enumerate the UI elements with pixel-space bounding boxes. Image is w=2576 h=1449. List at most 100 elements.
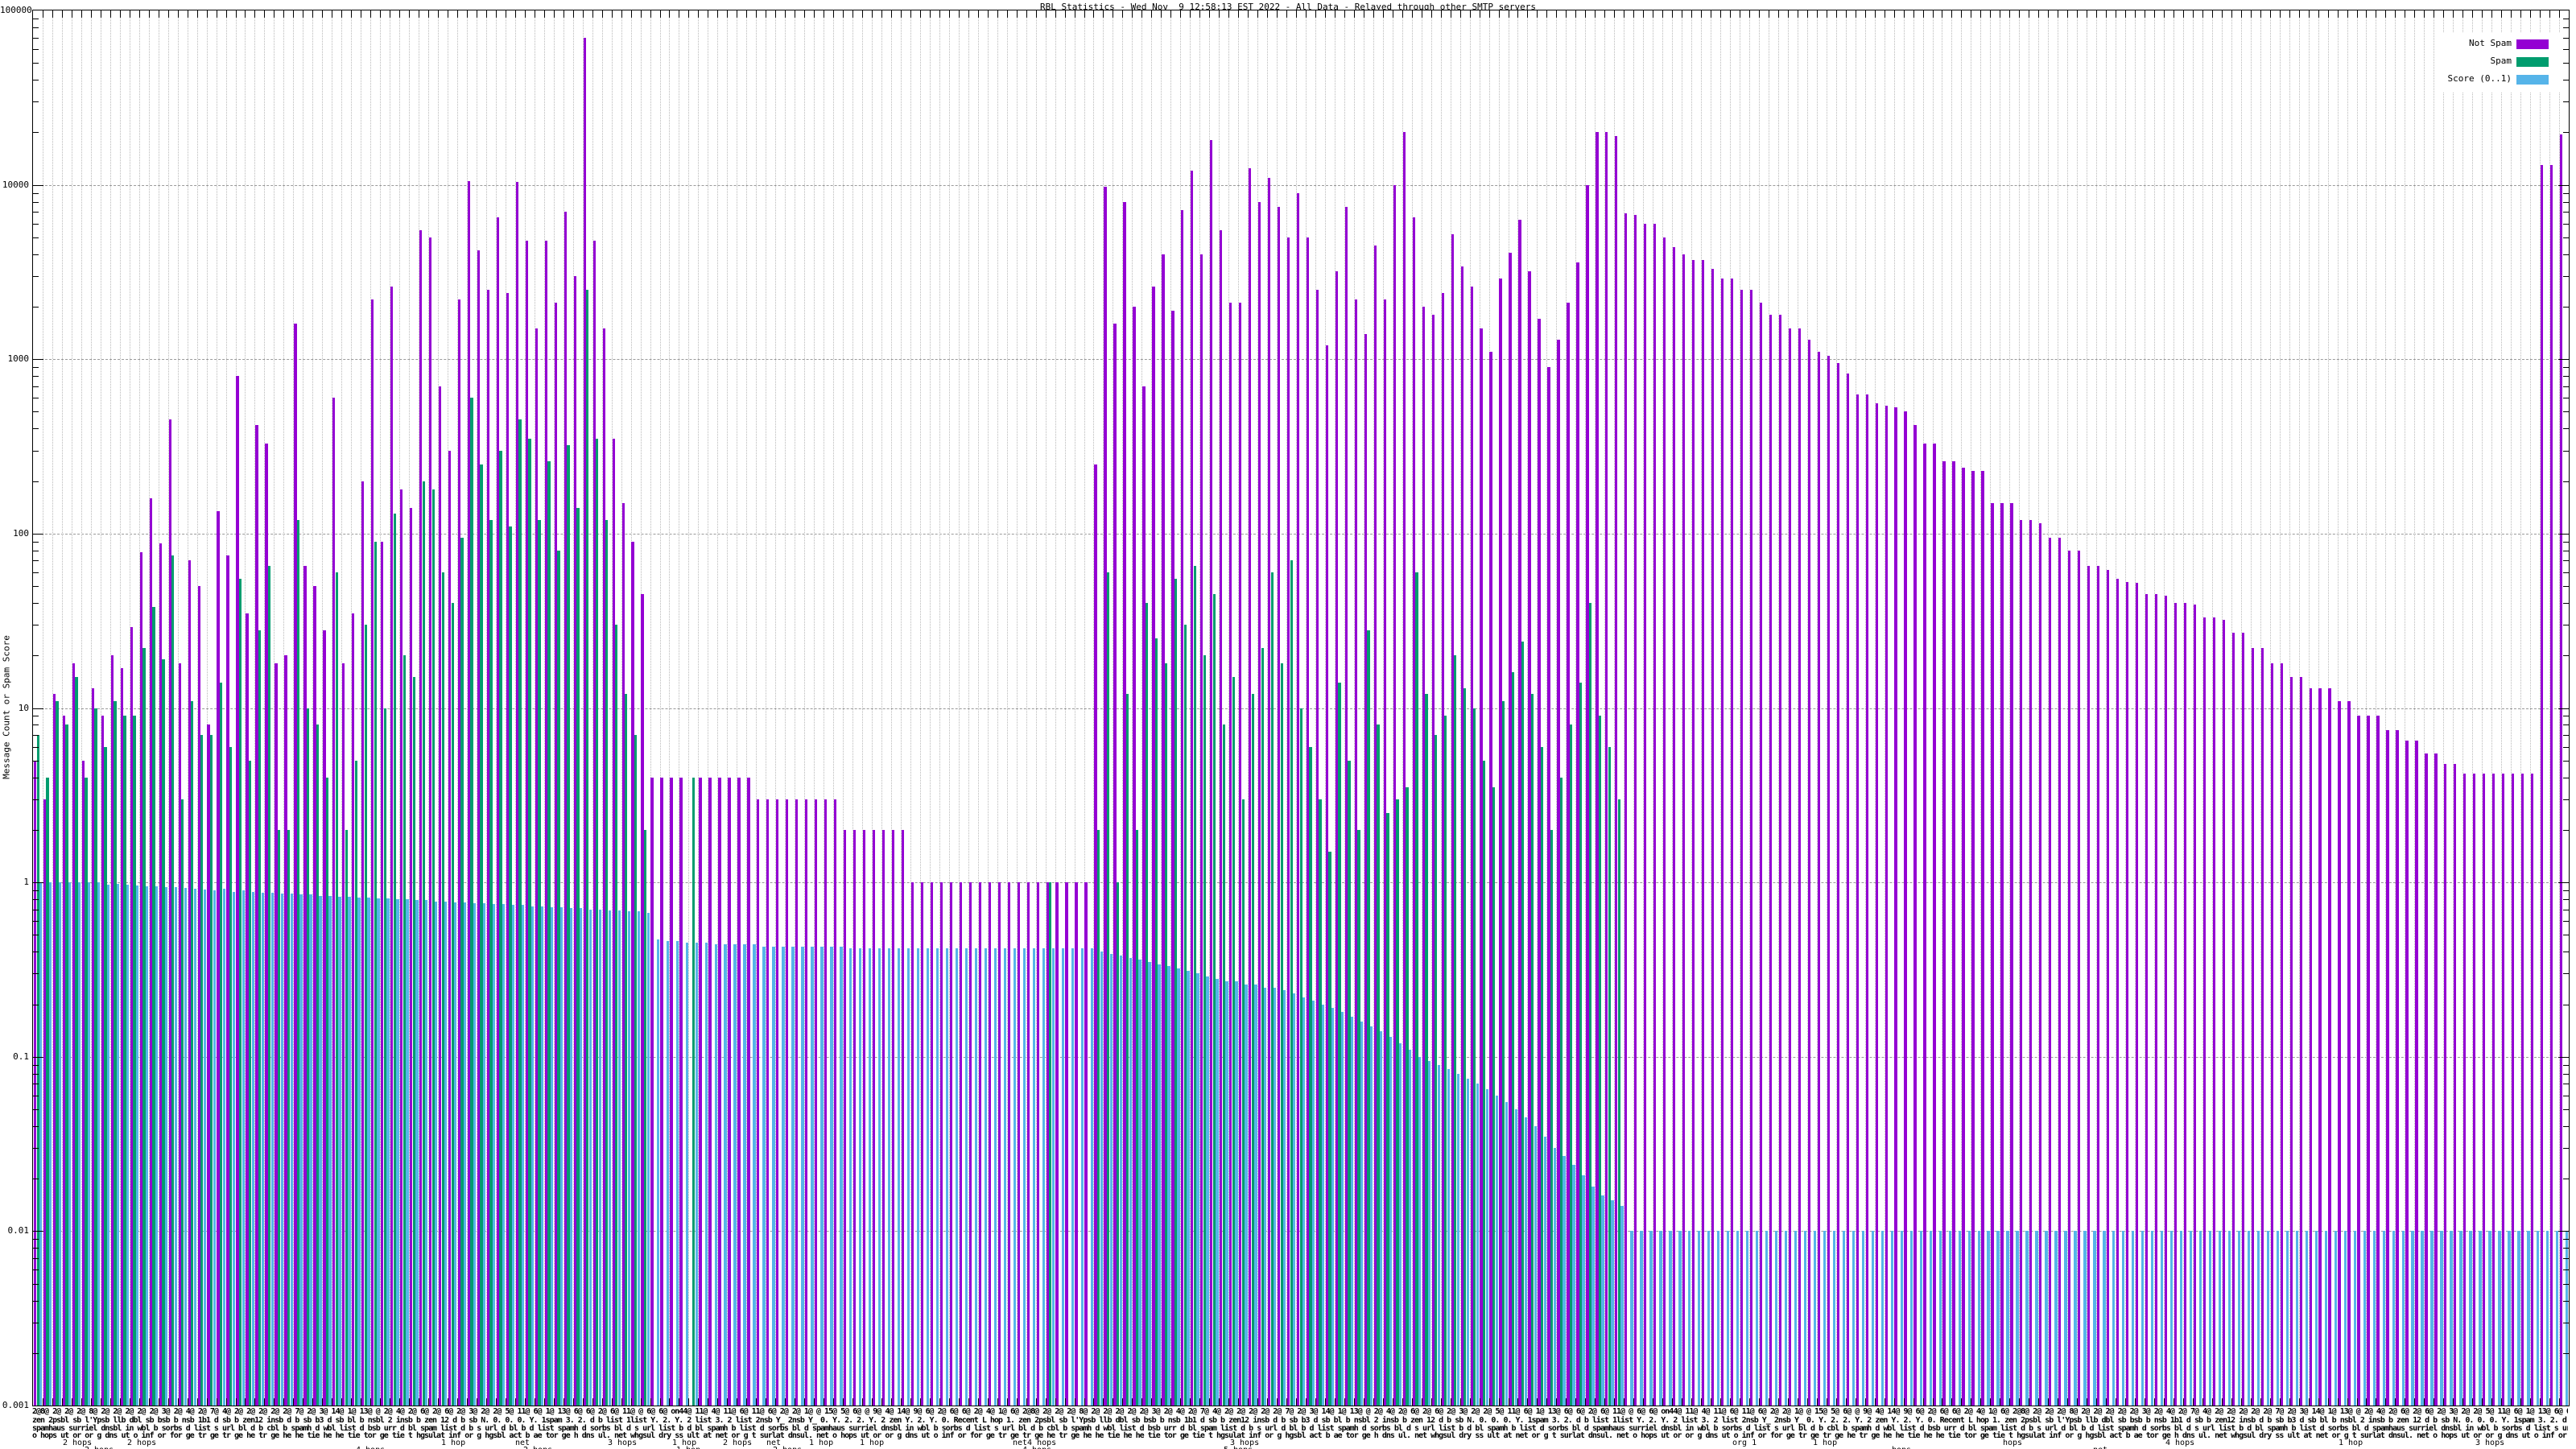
x-tick [977, 10, 979, 18]
bar-not-spam [1846, 373, 1849, 1406]
bar-spam [625, 694, 628, 1406]
bar-score [820, 946, 824, 1406]
bar-score [1698, 1231, 1701, 1406]
x-tick [524, 1398, 526, 1406]
x-tick [1228, 10, 1230, 18]
bar-score [1707, 1231, 1711, 1406]
bar-score [2353, 1231, 2356, 1406]
bar-score [1987, 1231, 1990, 1406]
bar-score [1071, 947, 1074, 1406]
x-tick [148, 10, 150, 18]
bar-score [2045, 1231, 2048, 1406]
v-gridline [2424, 10, 2425, 1406]
v-gridline [322, 10, 324, 1406]
x-tick [2511, 10, 2512, 18]
bar-score [2016, 1231, 2019, 1406]
bar-not-spam [371, 299, 374, 1406]
bar-score [753, 944, 756, 1406]
bar-not-spam [1538, 319, 1541, 1406]
v-gridline [90, 10, 92, 1406]
bar-score [695, 943, 698, 1406]
bar-spam [133, 716, 136, 1406]
v-gridline [814, 10, 815, 1406]
bar-score [106, 884, 110, 1406]
bar-score [357, 897, 361, 1406]
v-gridline [1064, 10, 1066, 1406]
bar-not-spam [352, 613, 355, 1406]
x-tick [939, 10, 940, 18]
x-tick [939, 1398, 940, 1406]
x-tick [1132, 10, 1133, 18]
bar-not-spam [1036, 882, 1039, 1406]
bar-not-spam [197, 586, 200, 1406]
bar-score [444, 901, 448, 1406]
bar-not-spam [2164, 596, 2168, 1406]
x-tick [1614, 1398, 1616, 1406]
bar-not-spam [2078, 550, 2081, 1406]
bar-score [116, 884, 120, 1406]
bar-spam [220, 682, 223, 1406]
bar-not-spam [1913, 424, 1917, 1406]
bar-spam [634, 735, 638, 1406]
x-tick [2308, 10, 2310, 18]
x-tick [2540, 1398, 2541, 1406]
bar-score [2527, 1231, 2530, 1406]
v-gridline [1132, 10, 1133, 1406]
v-gridline [2337, 10, 2339, 1406]
bar-not-spam [2530, 774, 2534, 1406]
bar-spam [335, 572, 339, 1406]
x-tick [2163, 1398, 2165, 1406]
bar-spam [1492, 787, 1496, 1406]
bar-not-spam [294, 324, 297, 1406]
bar-not-spam [891, 829, 895, 1406]
v-gridline [312, 10, 314, 1406]
bar-score [2556, 1231, 2559, 1406]
v-gridline [1402, 10, 1403, 1406]
bar-not-spam [757, 799, 760, 1406]
bar-not-spam [2000, 502, 2004, 1406]
bar-spam [644, 829, 647, 1406]
v-gridline [370, 10, 372, 1406]
x-hop-label: 2 hops [773, 1446, 802, 1449]
x-tick [919, 1398, 921, 1406]
v-gridline [756, 10, 758, 1406]
x-tick [2462, 1398, 2464, 1406]
v-gridline [225, 10, 227, 1406]
x-tick [2096, 1398, 2098, 1406]
v-gridline [52, 10, 53, 1406]
x-tick [2096, 10, 2098, 18]
bar-score [1890, 1231, 1894, 1406]
bar-spam [441, 572, 444, 1406]
bar-score [1505, 1101, 1508, 1406]
v-gridline [1344, 10, 1345, 1406]
x-tick [1296, 1398, 1297, 1406]
x-tick [1758, 1398, 1760, 1406]
bar-score [675, 941, 679, 1406]
bar-score [2141, 1231, 2145, 1406]
x-tick [1151, 10, 1153, 18]
y-minor-tick [33, 799, 39, 800]
bar-not-spam [2010, 502, 2013, 1406]
x-tick [833, 10, 835, 18]
x-tick [341, 1398, 343, 1406]
x-tick [52, 10, 53, 18]
v-gridline [206, 10, 208, 1406]
y-major-tick [33, 1056, 43, 1058]
v-gridline [2462, 10, 2464, 1406]
v-gridline [997, 10, 998, 1406]
bar-score [386, 898, 390, 1406]
x-tick [1257, 10, 1259, 18]
bar-spam [1241, 799, 1245, 1406]
bar-not-spam [872, 829, 876, 1406]
x-hop-label: 2 hops [723, 1439, 753, 1447]
bar-score [1360, 1021, 1364, 1406]
y-major-tick [33, 184, 43, 186]
x-tick [1353, 10, 1355, 18]
bar-not-spam [110, 655, 114, 1406]
x-tick [322, 1398, 324, 1406]
x-tick [814, 1398, 815, 1406]
bar-score [1283, 990, 1286, 1406]
bar-score [2479, 1231, 2482, 1406]
x-tick [881, 10, 882, 18]
x-tick [804, 10, 806, 18]
